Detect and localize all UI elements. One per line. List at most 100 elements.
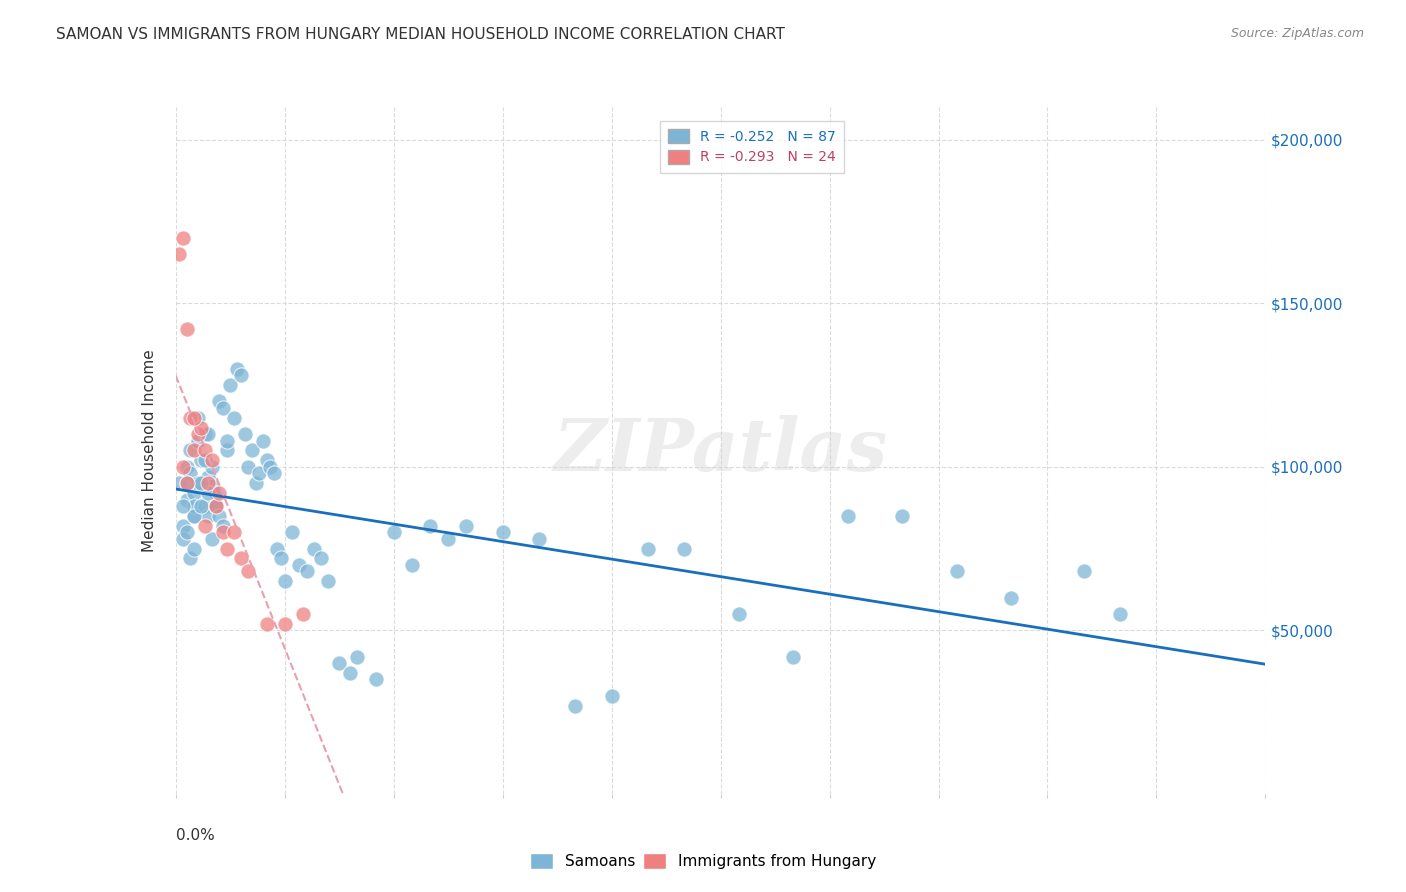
Point xyxy=(318,574,340,589)
Point xyxy=(782,649,804,664)
Point xyxy=(197,486,219,500)
Point xyxy=(208,508,231,523)
Point xyxy=(169,247,191,261)
Point xyxy=(256,453,278,467)
Text: ZIPatlas: ZIPatlas xyxy=(554,415,887,486)
Point xyxy=(226,361,249,376)
Point xyxy=(309,551,332,566)
Point xyxy=(204,499,226,513)
Point xyxy=(364,673,387,687)
Point xyxy=(179,410,201,425)
Point xyxy=(183,508,205,523)
Point xyxy=(1073,565,1095,579)
Point xyxy=(194,518,217,533)
Point xyxy=(401,558,423,572)
Point xyxy=(492,525,515,540)
Point xyxy=(186,434,209,448)
Point xyxy=(194,499,217,513)
Point xyxy=(256,616,278,631)
Point xyxy=(252,434,274,448)
Legend: R = -0.252   N = 87, R = -0.293   N = 24: R = -0.252 N = 87, R = -0.293 N = 24 xyxy=(659,120,845,173)
Point xyxy=(437,532,460,546)
Point xyxy=(212,401,235,415)
Point xyxy=(197,469,219,483)
Point xyxy=(169,476,191,491)
Point xyxy=(274,616,297,631)
Point xyxy=(194,427,217,442)
Point xyxy=(346,649,368,664)
Point xyxy=(419,518,441,533)
Point xyxy=(176,322,198,336)
Text: 0.0%: 0.0% xyxy=(176,828,215,843)
Legend: Samoans, Immigrants from Hungary: Samoans, Immigrants from Hungary xyxy=(523,847,883,875)
Point xyxy=(212,525,235,540)
Point xyxy=(190,420,212,434)
Point xyxy=(281,525,304,540)
Point xyxy=(339,665,361,680)
Point xyxy=(186,476,209,491)
Point xyxy=(637,541,659,556)
Point xyxy=(527,532,550,546)
Point xyxy=(247,467,270,481)
Point xyxy=(208,394,231,409)
Point xyxy=(288,558,311,572)
Point xyxy=(270,551,292,566)
Point xyxy=(176,459,198,474)
Point xyxy=(222,410,245,425)
Point xyxy=(1000,591,1022,605)
Point xyxy=(204,499,226,513)
Point xyxy=(240,443,263,458)
Point xyxy=(266,541,288,556)
Point xyxy=(190,499,212,513)
Point xyxy=(197,427,219,442)
Point xyxy=(190,476,212,491)
Point xyxy=(197,508,219,523)
Point xyxy=(179,551,201,566)
Point xyxy=(564,698,586,713)
Point xyxy=(382,525,405,540)
Point xyxy=(172,459,194,474)
Point xyxy=(233,427,256,442)
Y-axis label: Median Household Income: Median Household Income xyxy=(142,349,157,552)
Point xyxy=(837,508,859,523)
Point xyxy=(176,476,198,491)
Point xyxy=(238,565,260,579)
Point xyxy=(176,476,198,491)
Point xyxy=(208,486,231,500)
Point xyxy=(176,492,198,507)
Point xyxy=(183,410,205,425)
Point xyxy=(328,656,350,670)
Point xyxy=(231,551,253,566)
Text: Source: ZipAtlas.com: Source: ZipAtlas.com xyxy=(1230,27,1364,40)
Point xyxy=(186,427,209,442)
Point xyxy=(727,607,749,621)
Point xyxy=(176,525,198,540)
Point xyxy=(945,565,967,579)
Point xyxy=(201,532,224,546)
Point xyxy=(219,378,242,392)
Point xyxy=(179,467,201,481)
Point xyxy=(215,434,238,448)
Point xyxy=(186,410,209,425)
Point xyxy=(231,368,253,383)
Point xyxy=(891,508,914,523)
Point xyxy=(1109,607,1132,621)
Point xyxy=(183,486,205,500)
Point xyxy=(190,476,212,491)
Point xyxy=(215,443,238,458)
Point xyxy=(274,574,297,589)
Point xyxy=(183,443,205,458)
Point xyxy=(201,453,224,467)
Point xyxy=(222,525,245,540)
Point xyxy=(456,518,478,533)
Point xyxy=(201,479,224,493)
Point xyxy=(190,453,212,467)
Point xyxy=(263,467,285,481)
Point xyxy=(172,518,194,533)
Point xyxy=(238,459,260,474)
Point xyxy=(215,541,238,556)
Point xyxy=(259,459,281,474)
Point xyxy=(183,508,205,523)
Point xyxy=(179,443,201,458)
Point xyxy=(204,499,226,513)
